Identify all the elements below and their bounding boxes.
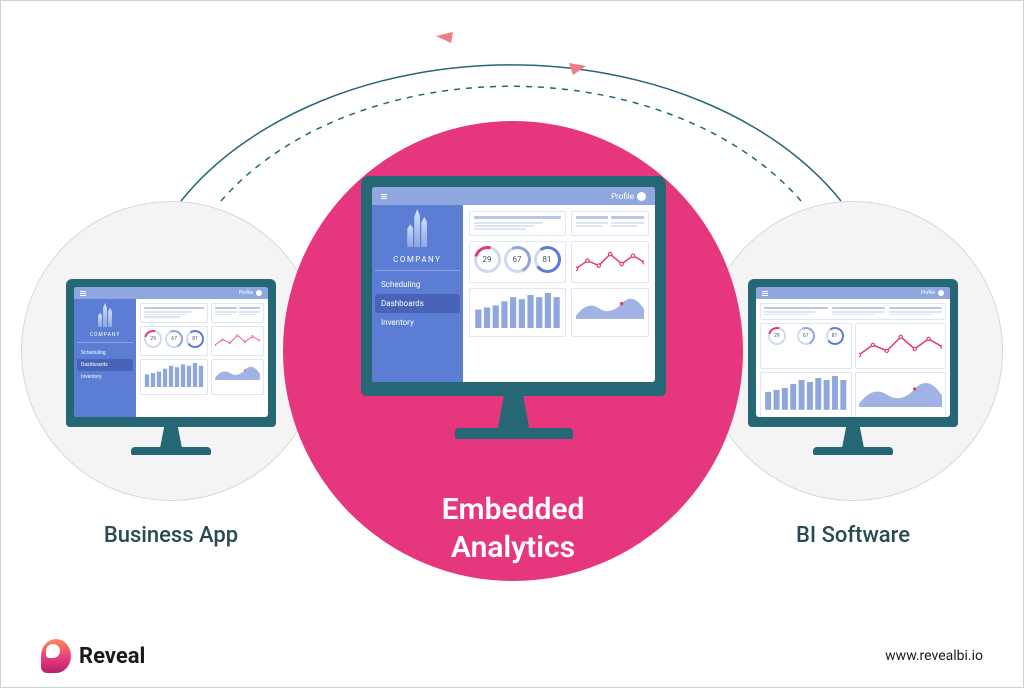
dashboard-content: 296781 xyxy=(463,205,655,382)
monitor-base xyxy=(813,447,893,455)
dashboard-content: 296781 xyxy=(136,299,268,417)
monitor-stand xyxy=(835,425,871,447)
menu-icon xyxy=(80,291,86,296)
area-card xyxy=(211,359,264,395)
sidebar: COMPANY Scheduling Dashboards Inventory xyxy=(372,205,463,382)
sidebar: COMPANY Scheduling Dashboards Inventory xyxy=(74,299,136,417)
company-label: COMPANY xyxy=(375,252,460,271)
label-bi-software: BI Software xyxy=(743,523,963,548)
label-embedded-analytics: EmbeddedAnalytics xyxy=(283,491,743,566)
screen-business-app: Profile COMPANY Scheduling Dashboards In… xyxy=(74,287,268,417)
menu-icon xyxy=(381,194,387,199)
gauges-card: 296781 xyxy=(469,241,566,283)
gauge-2: 67 xyxy=(165,330,183,348)
monitor-embedded-analytics: Profile COMPANY Scheduling Dashboards In… xyxy=(361,176,666,439)
menu-icon xyxy=(762,291,768,296)
brand: Reveal xyxy=(41,639,145,673)
sidebar-item-scheduling: Scheduling xyxy=(77,347,133,359)
text-card-2 xyxy=(571,211,649,236)
screen-bi-software: Profile 29 67 81 xyxy=(756,287,950,417)
bars-card xyxy=(140,359,208,395)
titlebar: Profile xyxy=(74,287,268,299)
monitor-stand xyxy=(488,394,540,428)
profile-badge: Profile xyxy=(921,290,944,296)
sparkline-card xyxy=(855,323,947,369)
gauge-2: 67 xyxy=(504,246,531,273)
sparkline-card xyxy=(211,326,264,356)
brand-logo-icon xyxy=(41,639,71,673)
gauge-1: 29 xyxy=(768,327,786,345)
profile-badge: Profile xyxy=(239,290,262,296)
monitor-stand xyxy=(153,425,189,447)
avatar-icon xyxy=(938,290,944,296)
gauge-1: 29 xyxy=(474,246,501,273)
area-card xyxy=(571,288,649,337)
monitor-business-app: Profile COMPANY Scheduling Dashboards In… xyxy=(66,279,276,455)
gauge-3: 81 xyxy=(186,330,204,348)
bars-card xyxy=(760,372,852,417)
area-card xyxy=(855,372,947,417)
sidebar-nav: Scheduling Dashboards Inventory xyxy=(375,275,460,332)
infographic-canvas: Profile COMPANY Scheduling Dashboards In… xyxy=(1,1,1023,687)
monitor-base xyxy=(455,428,573,439)
company-logo-icon xyxy=(77,303,133,327)
gauge-2: 67 xyxy=(797,327,815,345)
sidebar-item-dashboards: Dashboards xyxy=(375,294,460,313)
screen-embedded-analytics: Profile COMPANY Scheduling Dashboards In… xyxy=(372,187,655,382)
avatar-icon xyxy=(637,192,646,201)
brand-name: Reveal xyxy=(79,644,145,669)
gauges-card: 29 67 81 xyxy=(760,323,852,369)
sidebar-nav: Scheduling Dashboards Inventory xyxy=(77,347,133,383)
text-card-wide xyxy=(760,303,946,320)
gauge-3: 81 xyxy=(826,327,844,345)
profile-badge: Profile xyxy=(611,192,646,201)
titlebar: Profile xyxy=(756,287,950,299)
footer: Reveal www.revealbi.io xyxy=(1,639,1023,673)
gauge-1: 29 xyxy=(144,330,162,348)
dashboard-content: 29 67 81 xyxy=(756,299,950,417)
sidebar-item-dashboards: Dashboards xyxy=(77,359,133,371)
monitor-bi-software: Profile 29 67 81 xyxy=(748,279,958,455)
titlebar: Profile xyxy=(372,187,655,205)
text-card-2 xyxy=(211,303,264,323)
footer-url: www.revealbi.io xyxy=(885,648,983,664)
gauges-card: 296781 xyxy=(140,326,208,356)
sidebar-item-inventory: Inventory xyxy=(77,371,133,383)
arrow-left-icon xyxy=(436,32,453,43)
monitor-base xyxy=(131,447,211,455)
label-business-app: Business App xyxy=(61,523,281,548)
company-label: COMPANY xyxy=(77,330,133,343)
sidebar-item-inventory: Inventory xyxy=(375,313,460,332)
avatar-icon xyxy=(256,290,262,296)
gauge-3: 81 xyxy=(534,246,561,273)
bars-card xyxy=(469,288,566,337)
company-logo-icon xyxy=(375,209,460,247)
text-card-1 xyxy=(469,211,566,236)
text-card-1 xyxy=(140,303,208,323)
sidebar-item-scheduling: Scheduling xyxy=(375,275,460,294)
sparkline-card xyxy=(571,241,649,283)
